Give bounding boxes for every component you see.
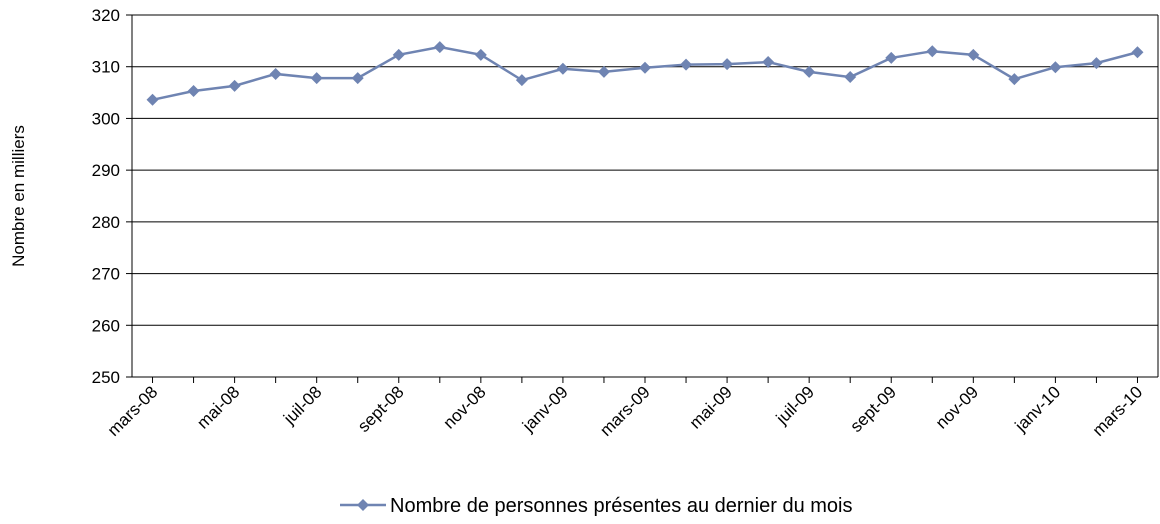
data-point (351, 72, 364, 85)
data-point (721, 58, 734, 71)
data-point (680, 58, 693, 71)
data-point (885, 51, 898, 64)
x-tick-label: juil-08 (279, 382, 325, 428)
y-tick-label: 300 (92, 109, 120, 128)
data-point (639, 61, 651, 74)
x-tick-label: mai-09 (686, 382, 736, 432)
x-tick-label: mars-09 (596, 382, 654, 440)
legend-label: Nombre de personnes présentes au dernier… (390, 495, 852, 517)
data-point (762, 56, 775, 69)
x-tick-label: sept-09 (847, 382, 901, 436)
data-point (433, 41, 446, 54)
x-tick-label: mars-10 (1089, 382, 1147, 440)
data-point (1008, 73, 1021, 86)
data-point (967, 48, 980, 61)
x-tick-label: nov-08 (439, 382, 489, 432)
data-point (844, 71, 857, 84)
y-tick-label: 290 (92, 161, 120, 180)
data-point (597, 65, 610, 78)
x-tick-label: janv-10 (1011, 382, 1065, 436)
y-tick-label: 310 (92, 58, 120, 77)
data-point (269, 67, 282, 80)
data-point (1090, 57, 1103, 70)
data-point (1049, 61, 1062, 74)
x-tick-label: nov-09 (932, 382, 982, 432)
data-point (926, 45, 939, 58)
data-point (187, 85, 200, 98)
data-point (515, 74, 528, 87)
x-tick-label: sept-08 (354, 382, 408, 436)
data-point (803, 65, 816, 78)
data-point (1131, 46, 1144, 59)
legend-marker (357, 499, 369, 511)
data-point (146, 93, 159, 106)
y-tick-label: 260 (92, 316, 120, 335)
x-tick-label: juil-09 (772, 382, 818, 428)
x-tick-label: mars-08 (104, 382, 162, 440)
y-tick-label: 250 (92, 368, 120, 387)
data-point (228, 79, 241, 92)
data-point (392, 48, 405, 61)
x-tick-label: janv-09 (518, 382, 572, 436)
y-tick-label: 280 (92, 213, 120, 232)
y-axis-label: Nombre en milliers (9, 125, 28, 267)
data-point (556, 62, 569, 75)
data-point (474, 48, 487, 61)
data-point (310, 72, 323, 85)
x-tick-label: mai-08 (193, 382, 243, 432)
y-tick-label: 270 (92, 265, 120, 284)
y-tick-label: 320 (92, 6, 120, 25)
